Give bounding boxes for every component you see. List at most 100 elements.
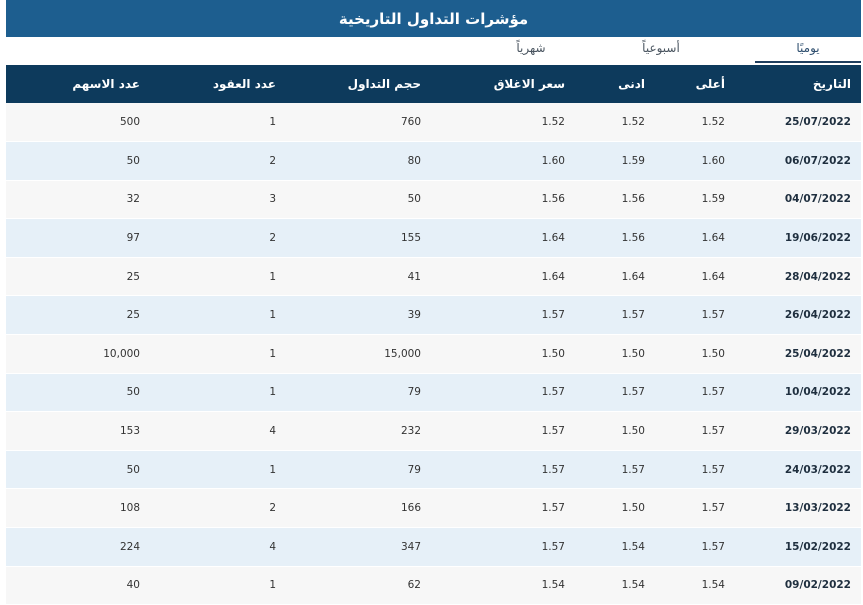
- cell-close: 1.57: [541, 540, 565, 553]
- cell-low: 1.57: [621, 309, 645, 322]
- table-body: 25/07/2022 1.52 1.52 1.52 760 1 500 06/07/2022 1…: [6, 103, 861, 605]
- cell-low: 1.59: [621, 154, 645, 167]
- cell-shares: 25: [126, 270, 140, 283]
- table-row: 13/03/2022 1.57 1.50 1.57 166 2 108: [6, 488, 861, 528]
- header-shares: عدد الاسهم: [72, 77, 140, 91]
- cell-high: 1.50: [701, 347, 725, 360]
- table-row: 15/02/2022 1.57 1.54 1.57 347 4 224: [6, 527, 861, 567]
- period-tabs: يوميًا أسبوعياً شهرياً: [6, 37, 861, 65]
- history-table: التاريخ أعلى ادنى سعر الاغلاق حجم التداو…: [6, 65, 861, 605]
- cell-contracts: 3: [269, 193, 276, 206]
- cell-volume: 50: [407, 193, 421, 206]
- table-header-row: التاريخ أعلى ادنى سعر الاغلاق حجم التداو…: [6, 65, 861, 103]
- cell-shares: 32: [126, 193, 140, 206]
- table-row: 26/04/2022 1.57 1.57 1.57 39 1 25: [6, 295, 861, 335]
- cell-shares: 25: [126, 309, 140, 322]
- cell-volume: 80: [407, 154, 421, 167]
- cell-date: 24/03/2022: [784, 463, 851, 476]
- cell-close: 1.56: [541, 193, 565, 206]
- cell-close: 1.57: [541, 309, 565, 322]
- cell-contracts: 1: [269, 116, 276, 129]
- cell-close: 1.57: [541, 386, 565, 399]
- cell-volume: 15,000: [384, 347, 421, 360]
- cell-close: 1.64: [541, 232, 565, 245]
- cell-close: 1.52: [541, 116, 565, 129]
- cell-low: 1.56: [621, 232, 645, 245]
- cell-volume: 166: [400, 502, 421, 515]
- cell-shares: 153: [119, 425, 140, 438]
- table-row: 25/04/2022 1.50 1.50 1.50 15,000 1 10,000: [6, 334, 861, 374]
- cell-close: 1.57: [541, 463, 565, 476]
- cell-date: 15/02/2022: [784, 540, 851, 553]
- table-row: 29/03/2022 1.57 1.50 1.57 232 4 153: [6, 411, 861, 451]
- cell-close: 1.64: [541, 270, 565, 283]
- cell-contracts: 1: [269, 463, 276, 476]
- cell-volume: 62: [407, 579, 421, 592]
- header-close: سعر الاغلاق: [493, 77, 565, 91]
- tab-monthly[interactable]: شهرياً: [516, 41, 546, 55]
- cell-date: 19/06/2022: [784, 232, 851, 245]
- cell-close: 1.50: [541, 347, 565, 360]
- cell-shares: 500: [119, 116, 140, 129]
- cell-date: 28/04/2022: [784, 270, 851, 283]
- cell-date: 10/04/2022: [784, 386, 851, 399]
- table-row: 09/02/2022 1.54 1.54 1.54 62 1 40: [6, 566, 861, 605]
- tab-daily[interactable]: يوميًا: [755, 41, 861, 63]
- table-row: 28/04/2022 1.64 1.64 1.64 41 1 25: [6, 257, 861, 296]
- cell-close: 1.54: [541, 579, 565, 592]
- header-contracts: عدد العقود: [212, 77, 276, 91]
- table-row: 10/04/2022 1.57 1.57 1.57 79 1 50: [6, 373, 861, 412]
- cell-contracts: 2: [269, 502, 276, 515]
- cell-volume: 232: [400, 425, 421, 438]
- cell-shares: 40: [126, 579, 140, 592]
- table-row: 19/06/2022 1.64 1.56 1.64 155 2 97: [6, 218, 861, 258]
- cell-high: 1.57: [701, 425, 725, 438]
- cell-shares: 50: [126, 463, 140, 476]
- cell-date: 13/03/2022: [784, 502, 851, 515]
- cell-high: 1.60: [701, 154, 725, 167]
- cell-contracts: 1: [269, 386, 276, 399]
- cell-high: 1.57: [701, 502, 725, 515]
- cell-volume: 79: [407, 463, 421, 476]
- cell-high: 1.52: [701, 116, 725, 129]
- header-high: أعلى: [695, 77, 725, 91]
- header-low: ادنى: [618, 77, 645, 91]
- cell-date: 06/07/2022: [784, 154, 851, 167]
- cell-high: 1.57: [701, 309, 725, 322]
- tab-weekly[interactable]: أسبوعياً: [642, 41, 680, 55]
- cell-low: 1.64: [621, 270, 645, 283]
- cell-contracts: 1: [269, 270, 276, 283]
- cell-contracts: 1: [269, 309, 276, 322]
- header-volume: حجم التداول: [347, 77, 421, 91]
- cell-high: 1.57: [701, 540, 725, 553]
- cell-low: 1.52: [621, 116, 645, 129]
- cell-contracts: 1: [269, 347, 276, 360]
- cell-low: 1.54: [621, 540, 645, 553]
- cell-shares: 224: [119, 540, 140, 553]
- header-date: التاريخ: [812, 77, 851, 91]
- cell-date: 25/07/2022: [784, 116, 851, 129]
- cell-contracts: 4: [269, 425, 276, 438]
- table-row: 24/03/2022 1.57 1.57 1.57 79 1 50: [6, 450, 861, 489]
- cell-date: 09/02/2022: [784, 579, 851, 592]
- cell-contracts: 2: [269, 232, 276, 245]
- cell-volume: 41: [407, 270, 421, 283]
- cell-shares: 108: [119, 502, 140, 515]
- cell-high: 1.64: [701, 270, 725, 283]
- cell-date: 25/04/2022: [784, 347, 851, 360]
- cell-volume: 39: [407, 309, 421, 322]
- panel-title: مؤشرات التداول التاريخية: [6, 0, 861, 37]
- cell-high: 1.54: [701, 579, 725, 592]
- cell-high: 1.57: [701, 463, 725, 476]
- table-row: 06/07/2022 1.60 1.59 1.60 80 2 50: [6, 141, 861, 181]
- cell-shares: 97: [126, 232, 140, 245]
- cell-shares: 10,000: [103, 347, 140, 360]
- cell-date: 04/07/2022: [784, 193, 851, 206]
- cell-shares: 50: [126, 386, 140, 399]
- cell-low: 1.54: [621, 579, 645, 592]
- cell-shares: 50: [126, 154, 140, 167]
- cell-low: 1.50: [621, 425, 645, 438]
- table-row: 25/07/2022 1.52 1.52 1.52 760 1 500: [6, 103, 861, 142]
- table-row: 04/07/2022 1.59 1.56 1.56 50 3 32: [6, 180, 861, 219]
- cell-low: 1.50: [621, 347, 645, 360]
